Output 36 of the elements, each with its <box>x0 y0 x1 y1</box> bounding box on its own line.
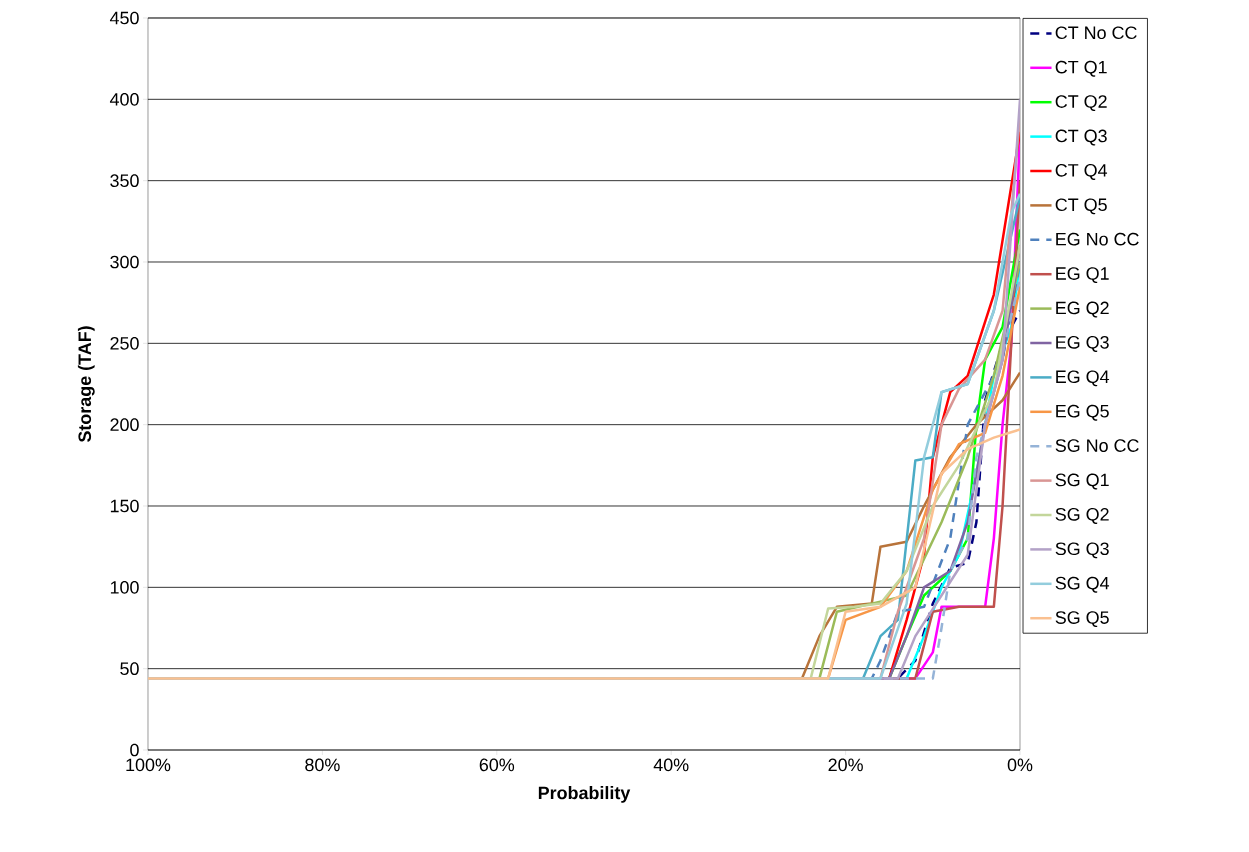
legend-label: CT Q3 <box>1055 129 1107 146</box>
x-tick-label: 0% <box>1007 758 1033 772</box>
y-tick-label: 50 <box>120 662 139 676</box>
legend-label: CT Q2 <box>1055 95 1107 112</box>
legend-label: SG Q4 <box>1055 576 1110 593</box>
x-tick-label: 40% <box>653 758 689 772</box>
x-tick-label: 80% <box>305 758 340 772</box>
legend-label: CT No CC <box>1055 26 1137 40</box>
legend-label: CT Q4 <box>1055 163 1108 180</box>
legend-label: SG Q5 <box>1055 611 1109 628</box>
y-tick-label: 400 <box>109 92 139 106</box>
y-tick-label: 200 <box>110 418 139 432</box>
legend-label: CT Q5 <box>1055 198 1107 215</box>
legend-label: EG No CC <box>1056 232 1139 246</box>
legend-label: EG Q2 <box>1056 301 1109 318</box>
y-tick-label: 0 <box>130 743 139 757</box>
x-tick-label: 100% <box>126 758 171 772</box>
y-tick-label: 300 <box>110 255 139 269</box>
legend-label: SG Q2 <box>1055 507 1109 524</box>
legend-label: SG No CC <box>1055 439 1139 452</box>
y-tick-label: 350 <box>110 174 139 187</box>
legend-label: EG Q3 <box>1056 335 1109 352</box>
legend-label: SG Q3 <box>1055 542 1109 559</box>
y-tick-label: 250 <box>110 336 139 350</box>
y-tick-label: 450 <box>109 11 139 25</box>
legend-label: CT Q1 <box>1055 60 1107 77</box>
legend-label: EG Q1 <box>1056 267 1109 284</box>
y-tick-label: 150 <box>110 499 139 513</box>
y-axis-title: Storage (TAF) <box>77 326 95 443</box>
x-tick-label: 60% <box>479 758 515 772</box>
y-tick-label: 100 <box>110 580 139 594</box>
x-axis-title: Probability <box>538 786 631 803</box>
legend-label: EG Q5 <box>1056 404 1109 421</box>
legend-label: EG Q4 <box>1056 370 1110 387</box>
x-tick-label: 20% <box>828 758 863 772</box>
legend-label: SG Q1 <box>1055 473 1109 490</box>
